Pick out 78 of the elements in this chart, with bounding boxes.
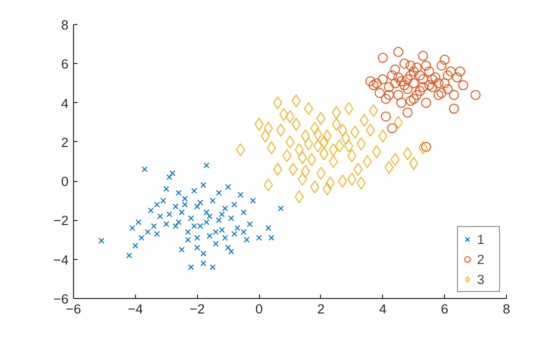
- y-tick-label: −6: [53, 292, 69, 306]
- point: [424, 80, 434, 90]
- point: [427, 74, 438, 84]
- y-tick-label: 6: [61, 56, 69, 72]
- x-tick-label: 0: [255, 302, 263, 316]
- point: [424, 66, 434, 76]
- point: [418, 82, 428, 92]
- point: [408, 94, 419, 104]
- point: [406, 96, 416, 106]
- y-tick-label: 8: [61, 18, 69, 32]
- point: [399, 80, 410, 90]
- point: [406, 60, 416, 71]
- point: [436, 88, 447, 98]
- point: [406, 70, 416, 80]
- point: [436, 60, 447, 71]
- point: [393, 90, 404, 100]
- point: [440, 78, 450, 88]
- point: [368, 80, 379, 90]
- y-tick-label: 0: [61, 174, 69, 190]
- point: [393, 72, 404, 82]
- legend-label: 2: [477, 252, 486, 266]
- y-tick-label: −4: [53, 252, 70, 268]
- point: [433, 78, 444, 88]
- y-tick-label: −2: [53, 213, 69, 228]
- point: [412, 62, 422, 73]
- point: [402, 84, 413, 94]
- point: [421, 142, 432, 152]
- x-tick-label: 6: [440, 302, 448, 316]
- point: [455, 66, 466, 76]
- point: [440, 54, 450, 65]
- x-tick-label: 2: [317, 302, 325, 316]
- point: [418, 50, 428, 61]
- point: [390, 64, 400, 75]
- point: [442, 84, 453, 94]
- point: [458, 80, 468, 90]
- point: [393, 46, 404, 57]
- point: [448, 90, 459, 100]
- point: [399, 58, 410, 69]
- point: [414, 86, 425, 96]
- point: [448, 104, 459, 114]
- point: [365, 76, 376, 86]
- point: [427, 82, 438, 92]
- point: [430, 72, 440, 82]
- point: [384, 82, 394, 92]
- point: [372, 78, 382, 88]
- point: [442, 70, 453, 80]
- point: [390, 78, 400, 88]
- y-tick-label: 2: [61, 134, 69, 150]
- point: [380, 94, 391, 104]
- point: [402, 108, 413, 118]
- point: [408, 66, 419, 76]
- point: [384, 90, 394, 100]
- point: [378, 74, 388, 84]
- point: [408, 78, 419, 88]
- point: [452, 72, 462, 82]
- x-tick-label: 8: [502, 302, 510, 316]
- point: [470, 90, 481, 100]
- x-tick-label: −2: [190, 302, 205, 316]
- x-tick-label: −4: [128, 302, 144, 316]
- point: [380, 111, 391, 122]
- point: [396, 98, 406, 108]
- point: [396, 76, 406, 86]
- legend-label: 1: [477, 232, 486, 246]
- point: [414, 70, 425, 80]
- point: [378, 52, 388, 63]
- point: [387, 70, 398, 80]
- point: [421, 60, 432, 71]
- point: [433, 90, 444, 100]
- point: [387, 123, 398, 134]
- point: [374, 88, 385, 98]
- y-tick-label: 4: [61, 96, 70, 111]
- legend-label: 3: [477, 272, 486, 286]
- point: [446, 66, 456, 76]
- point: [421, 98, 432, 108]
- x-tick-label: 4: [379, 302, 388, 316]
- point: [402, 74, 413, 84]
- point: [418, 74, 428, 84]
- point: [412, 90, 422, 100]
